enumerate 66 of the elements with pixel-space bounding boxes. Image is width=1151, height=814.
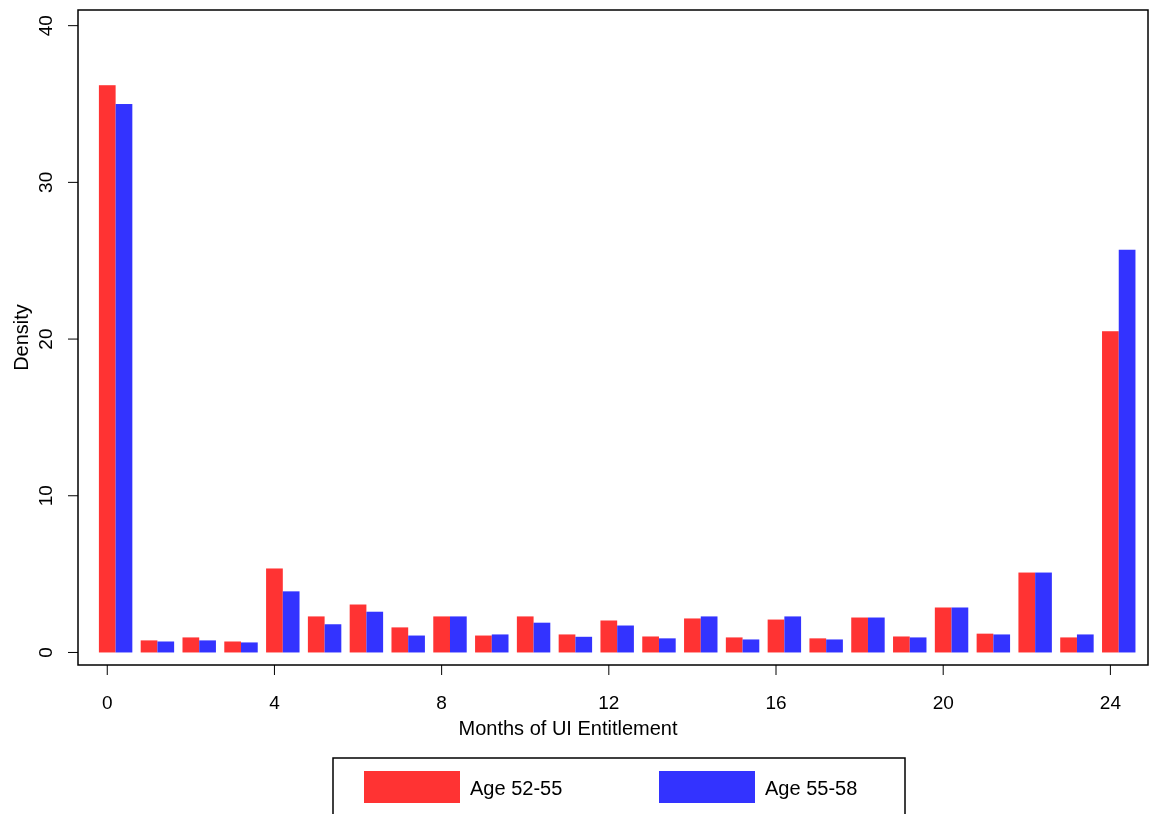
bar (475, 635, 492, 653)
bar (349, 604, 367, 653)
bar (1018, 572, 1036, 653)
bar (224, 641, 242, 653)
bar (725, 637, 743, 653)
bar (993, 634, 1011, 653)
bar (433, 616, 450, 653)
legend-label: Age 55-58 (765, 777, 858, 799)
bar (199, 640, 216, 653)
y-tick-label: 30 (35, 171, 56, 193)
bar (784, 616, 802, 653)
x-axis-title: Months of UI Entitlement (458, 717, 678, 739)
bar (826, 639, 843, 653)
bar (658, 638, 676, 653)
bar (266, 568, 283, 653)
bar (934, 607, 952, 653)
legend-label: Age 52-55 (470, 777, 563, 799)
bar (182, 637, 200, 653)
bar (366, 611, 384, 653)
bar (558, 634, 576, 653)
y-tick-label: 10 (35, 485, 56, 507)
bar (684, 618, 701, 653)
x-tick-label: 0 (101, 692, 113, 713)
bar (600, 620, 618, 653)
bar (115, 104, 133, 653)
bar (533, 622, 551, 653)
y-tick-label: 40 (35, 15, 56, 37)
bar (391, 627, 409, 653)
bar (408, 635, 425, 653)
bar (809, 638, 827, 653)
bar (742, 639, 760, 653)
x-tick-label: 24 (1099, 692, 1122, 713)
bar (324, 624, 342, 653)
x-tick-label: 16 (765, 692, 787, 713)
bar (700, 616, 718, 653)
y-tick-label: 0 (35, 647, 56, 658)
bar (491, 634, 509, 653)
bar (976, 633, 994, 653)
bar (617, 625, 634, 653)
bar (1118, 249, 1136, 653)
bar (307, 616, 325, 653)
bar (98, 85, 116, 653)
bar (851, 617, 868, 653)
bar (449, 616, 467, 653)
bar (1076, 634, 1094, 653)
bar (1060, 637, 1077, 653)
bar (1035, 572, 1052, 653)
bar (157, 641, 175, 653)
x-tick-label: 12 (598, 692, 620, 713)
bar (893, 636, 910, 653)
bar (867, 617, 885, 653)
y-tick-label: 20 (35, 328, 56, 350)
x-tick-label: 4 (269, 692, 281, 713)
bar (241, 642, 258, 653)
x-tick-label: 20 (932, 692, 954, 713)
bar (909, 637, 927, 653)
bar (140, 640, 158, 653)
x-tick-label: 8 (436, 692, 447, 713)
bar (282, 591, 300, 653)
bar (951, 607, 969, 653)
bar (767, 619, 785, 653)
y-axis-title: Density (10, 304, 32, 371)
bar (516, 616, 534, 653)
bar (575, 636, 593, 653)
bar (1102, 331, 1119, 653)
bar (642, 636, 659, 653)
